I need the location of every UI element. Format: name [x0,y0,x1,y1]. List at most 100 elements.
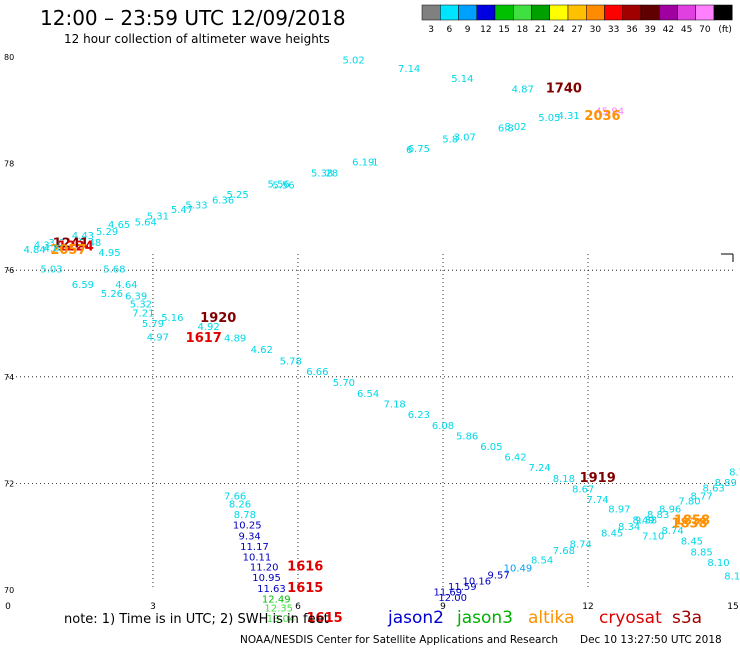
wave-height-label: 4.84 [23,245,45,256]
wave-height-label: 8.10 [707,558,729,569]
wave-height-label: 5.05 [538,113,560,124]
y-tick-label: 76 [4,266,14,275]
wave-height-label: 3.6 [48,238,64,249]
wave-height-label: 8.45 [681,537,703,548]
generated-timestamp: Dec 10 13:27:50 UTC 2018 [580,634,722,646]
wave-height-label: 5.47 [171,205,193,216]
wave-height-label: 8.14 [724,571,740,582]
wave-height-label: 13.04 [267,614,296,625]
wave-height-label: 4.3 [34,240,50,251]
wave-height-label: 11.69 [434,587,463,598]
pass-time-label: 1617 [186,331,222,346]
pass-time-label: 2057 [50,243,86,258]
wave-height-label: 4.62 [251,345,273,356]
page-title: 12:00 – 23:59 UTC 12/09/2018 [40,6,346,30]
wave-height-label: 5.68 [103,264,125,275]
wave-height-label: 8.18 [553,474,575,485]
wave-height-label: 7.10 [642,531,664,542]
legend-jason3: jason3 [457,608,513,628]
pass-time-label: 1615 [306,611,342,626]
wave-height-label: 5.29 [96,227,118,238]
x-tick-label: 6 [295,602,301,612]
color-scale-label: 12 [480,25,491,35]
x-tick-label: 0 [5,602,11,612]
wave-height-label: 8.97 [608,505,630,516]
wave-height-label: 6.36 [212,196,234,207]
wave-height-label: 6.66 [306,367,328,378]
legend-cryosat: cryosat [599,608,662,628]
wave-height-label: 8.26 [229,499,251,510]
wave-height-label: 8.49 [632,515,654,526]
wave-height-label: 6.54 [357,389,379,400]
color-scale-label: 21 [535,25,546,35]
wave-height-label: 11.20 [250,562,279,573]
wave-height-label: 6.19 [352,158,374,169]
wave-height-label: 5.16 [161,313,183,324]
y-tick-label: 74 [4,373,14,382]
color-scale-label: 70 [699,25,711,35]
wave-height-label: 5.56 [272,181,294,192]
wave-height-label: 6.8 [498,124,514,135]
color-scale-label: 42 [663,25,674,35]
wave-height-label: 8.45 [601,529,623,540]
wave-height-label: 5.14 [451,74,473,85]
legend-jason2: jason2 [388,608,444,628]
wave-height-label: 3.07 [454,133,476,144]
wave-height-label: 8.74 [661,526,683,537]
wave-height-label: 4.92 [197,322,219,333]
wave-height-label: 6.05 [480,442,502,453]
pass-time-label: 1224 [58,239,94,254]
wave-height-label: 8.74 [570,539,592,550]
wave-height-label: 8.96 [659,505,681,516]
wave-height-label: 5.8 [442,134,458,145]
wave-height-label: 10.11 [243,553,272,564]
wave-height-label: 4.89 [224,334,246,345]
pass-time-label: 1920 [200,311,236,326]
wave-height-label: 10.25 [233,521,262,532]
color-scale-label: 36 [626,25,638,35]
pass-time-label: 1740 [546,82,582,97]
color-scale-label: 45 [681,25,692,35]
color-scale: 3 6 9 12 15 18 21 24 27 30 33 36 39 42 45 70 (ft) [421,4,733,35]
wave-height-label: 4.43 [72,231,94,242]
wave-height-label: 4.97 [147,333,169,344]
wave-height-label: 45.94 [595,107,624,118]
y-tick-label: 72 [4,479,14,488]
wave-height-label: 8.02 [504,122,526,133]
wave-height-label: 5.48 [79,238,101,249]
wave-height-label: 5.03 [40,264,62,275]
color-scale-label: 33 [608,25,619,35]
wave-height-label: 8.54 [531,555,553,566]
wave-height-label: 6.59 [72,280,94,291]
color-scale-label: 6 [447,25,453,35]
wave-height-label: 8.34 [618,522,640,533]
wave-height-label: 5.78 [280,357,302,368]
wave-height-label: 4.8 [44,244,60,255]
wave-height-label: 6.39 [125,292,147,303]
footer-note: note: 1) Time is in UTC; 2) SWH is in fe… [64,612,329,627]
color-scale-label: 15 [498,25,509,35]
pass-time-label: 1615 [287,581,323,596]
color-scale-label: 3 [428,25,434,35]
wave-height-label: 6.23 [408,410,430,421]
x-tick-label: 9 [440,602,446,612]
wave-height-label: 5.02 [342,55,364,66]
wave-height-label: 5.79 [142,319,164,330]
x-tick-label: 12 [582,602,593,612]
wave-height-label: 5.86 [456,432,478,443]
wave-height-label: 10.49 [504,563,533,574]
wave-height-label: 4.64 [115,280,137,291]
color-scale-label: 27 [571,25,582,35]
color-scale-label: 24 [553,25,565,35]
wave-height-label: 7.14 [398,64,420,75]
x-tick-label: 15 [727,602,738,612]
wave-height-label: 8.78 [234,510,256,521]
y-tick-label: 80 [4,53,14,62]
wave-height-label: 5.56 [268,180,290,191]
wave-height-label: 6 [406,145,412,156]
wave-height-label: 8.89 [715,478,737,489]
wave-height-label: 6.75 [408,144,430,155]
page-subtitle: 12 hour collection of altimeter wave hei… [64,32,330,46]
wave-height-label: 8.83 [647,510,669,521]
wave-height-label: 1 [372,158,378,169]
